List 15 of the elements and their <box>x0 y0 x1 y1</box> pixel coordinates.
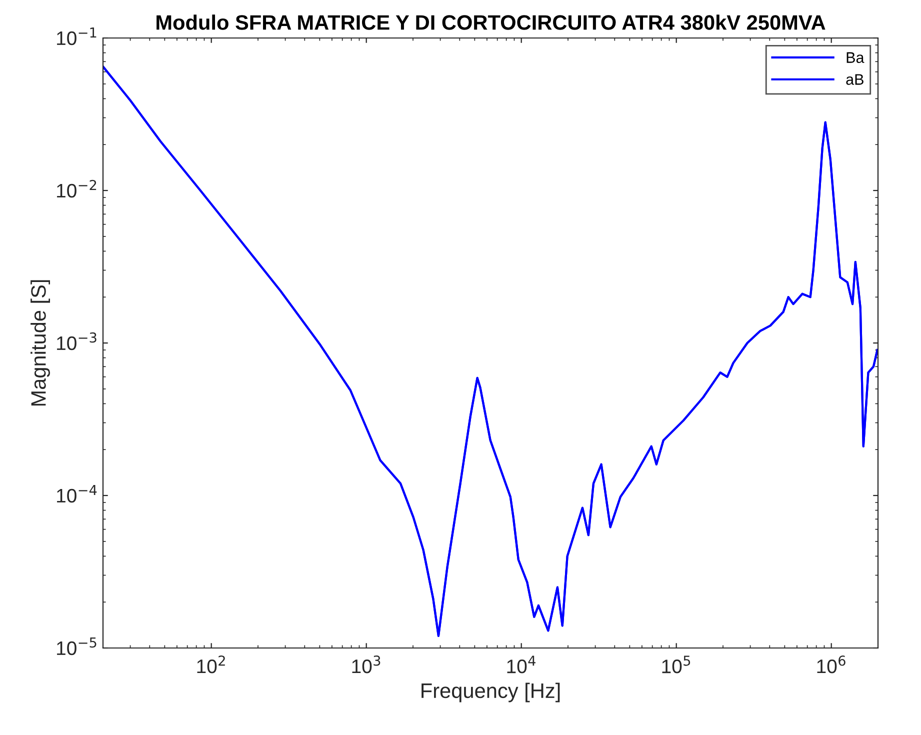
x-axis-title: Frequency [Hz] <box>422 682 560 702</box>
y-tick-label: 10$^{−1}$ <box>57 28 96 46</box>
x-tick-label: 10$^{6}$ <box>817 656 846 674</box>
x-tick-label: 10$^{2}$ <box>197 656 225 674</box>
x-tick-label: 10$^{5}$ <box>662 656 690 674</box>
legend-label: Ba <box>846 52 864 63</box>
x-tick-label: 10$^{3}$ <box>352 656 380 674</box>
y-axis-title: Magnitude [S] <box>30 280 50 406</box>
y-tick-label: 10$^{−2}$ <box>57 180 96 198</box>
chart-title: Modulo SFRA MATRICE Y DI CORTOCIRCUITO ATR4 380kV 250MVA <box>156 14 826 30</box>
y-tick-label: 10$^{−5}$ <box>57 638 96 656</box>
x-tick-label: 10$^{4}$ <box>507 656 536 674</box>
legend-label: aB <box>846 74 864 85</box>
y-tick-label: 10$^{−3}$ <box>57 332 96 350</box>
y-tick-label: 10$^{−4}$ <box>57 485 97 503</box>
